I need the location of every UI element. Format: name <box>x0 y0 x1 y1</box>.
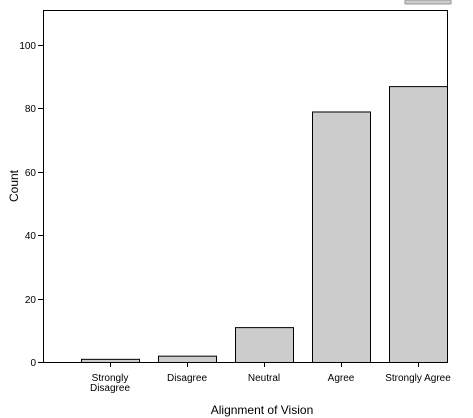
y-tick-label-2: 40 <box>25 231 37 242</box>
x-axis-title: Alignment of Vision <box>211 403 314 417</box>
x-axis: Strongly Disagree Disagree Neutral Agree Stro… <box>90 362 451 394</box>
y-tick-label-1: 20 <box>25 295 37 306</box>
x-tick-label-4: Strongly Agree <box>385 373 451 384</box>
bar-2 <box>235 327 294 364</box>
y-tick-label-3: 60 <box>25 168 37 179</box>
x-tick-label-3: Agree <box>328 373 355 384</box>
y-tick-label-0: 0 <box>30 358 36 369</box>
bar-1 <box>158 355 217 363</box>
y-axis-title: Count <box>7 169 21 202</box>
x-tick-label-1: Disagree <box>167 373 207 384</box>
legend-swatch-stub <box>404 0 452 5</box>
x-tick-label-2: Neutral <box>248 373 280 384</box>
y-axis: 0 20 40 60 80 100 <box>19 41 43 369</box>
bar-3 <box>312 111 371 363</box>
bars-group <box>81 86 448 364</box>
y-tick-label-4: 80 <box>25 104 37 115</box>
x-tick-label-0: Strongly Disagree <box>90 373 130 394</box>
y-tick-label-5: 100 <box>19 41 36 52</box>
bar-4 <box>389 86 448 364</box>
